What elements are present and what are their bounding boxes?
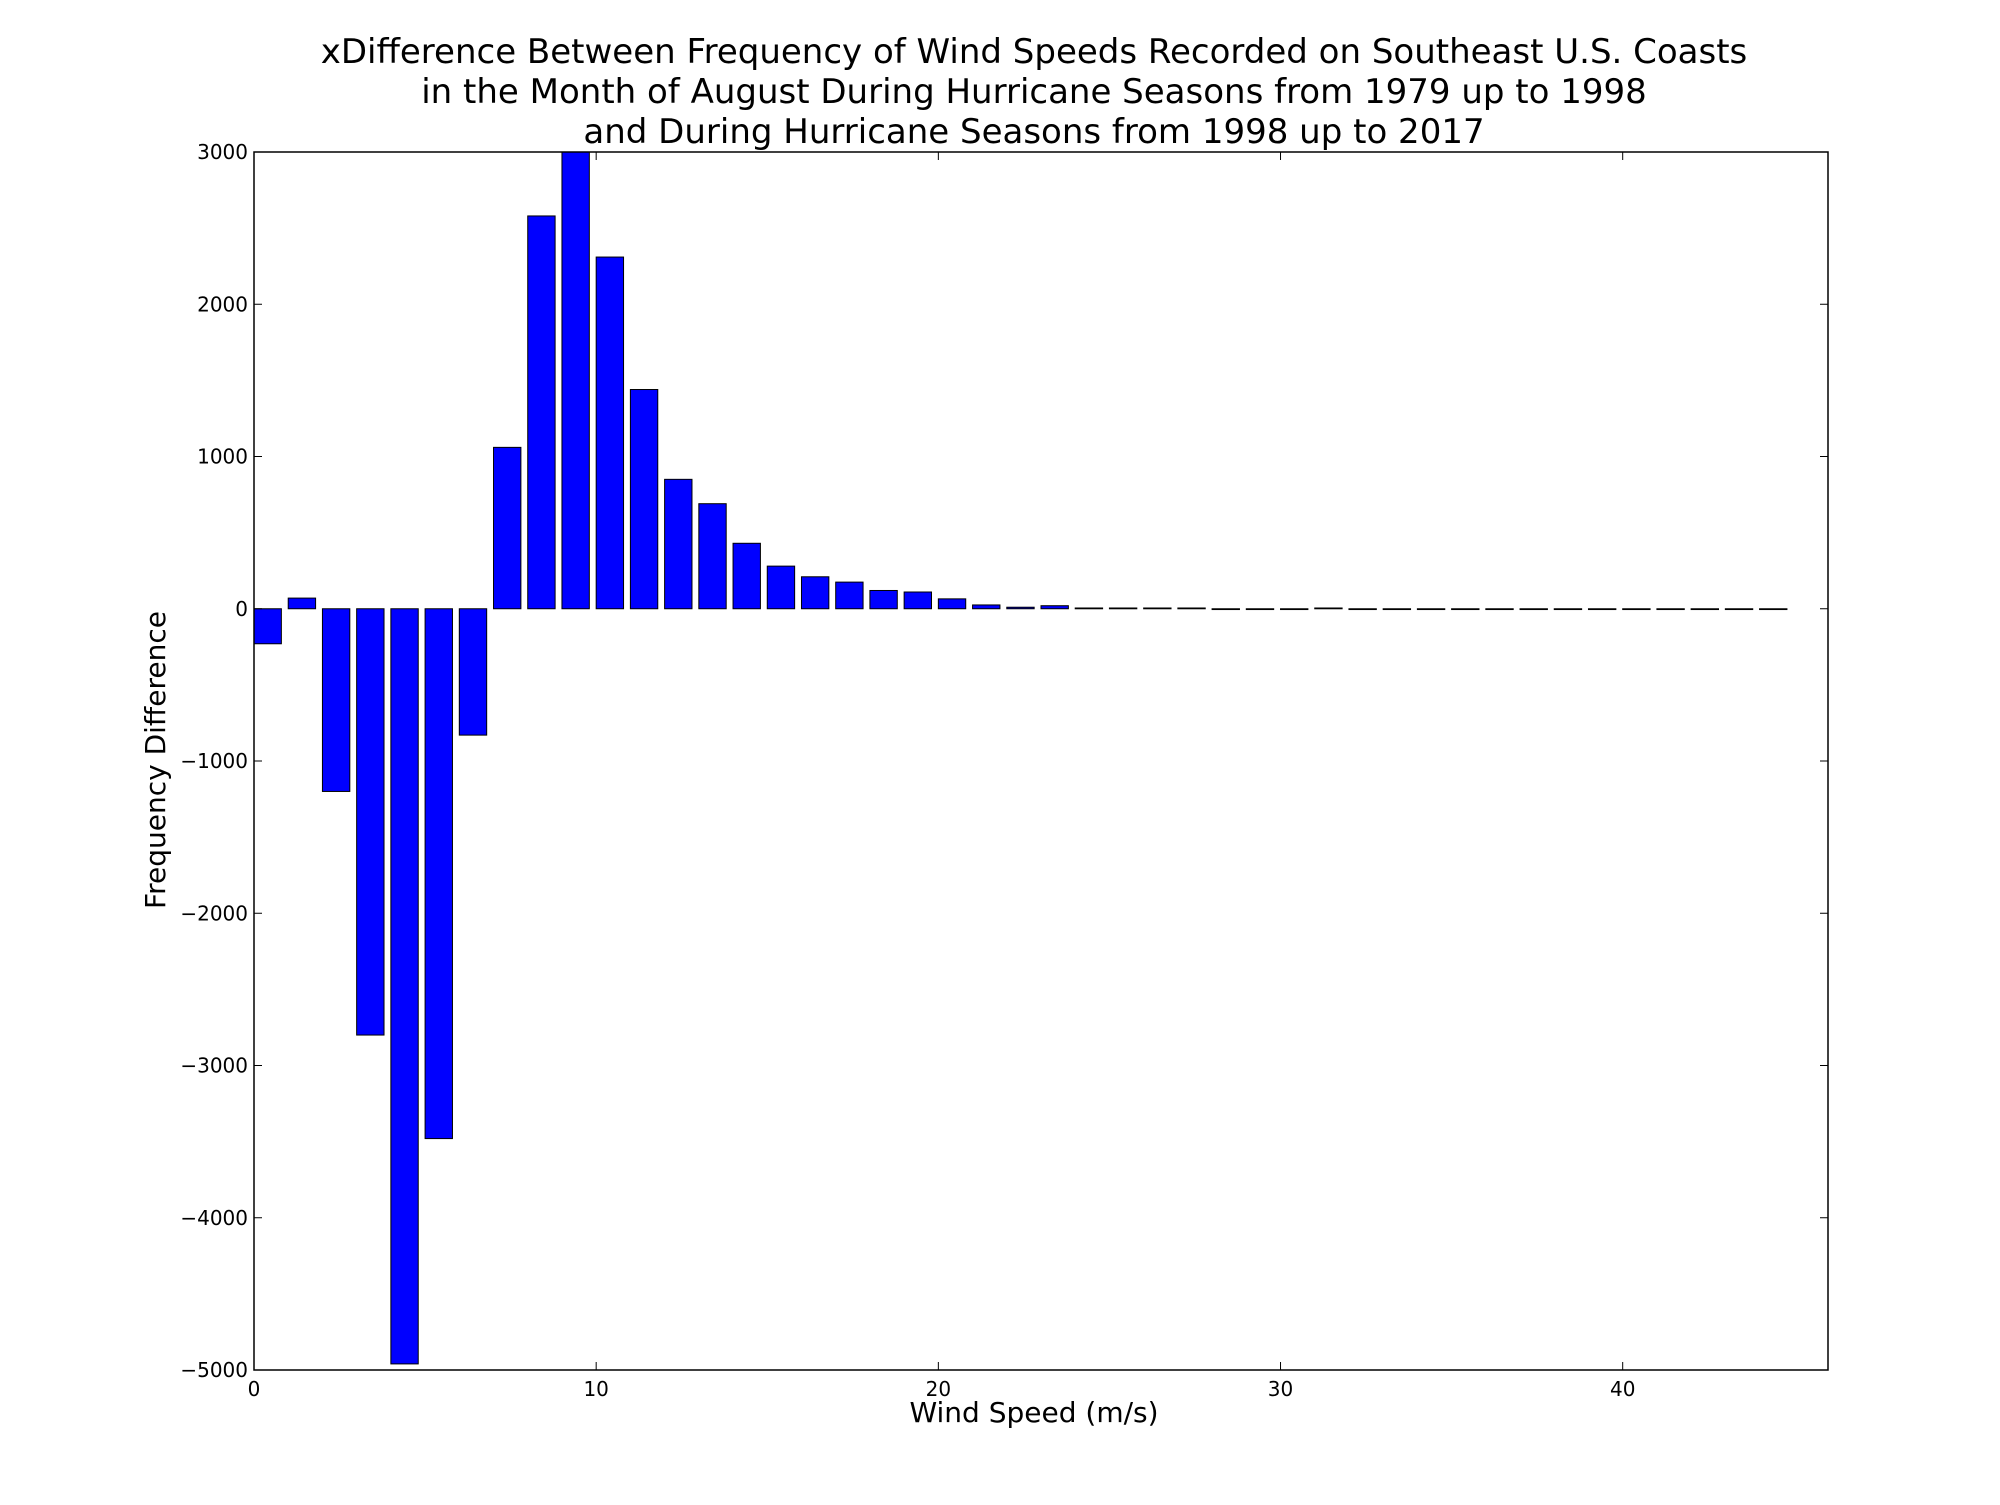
bar-19	[903, 591, 933, 610]
plot-frame	[253, 151, 1829, 1371]
x-tick-label-40: 40	[1610, 1377, 1635, 1401]
bar-12	[664, 478, 693, 610]
bar-42	[1690, 608, 1720, 611]
title-line-1: xDifference Between Frequency of Wind Sp…	[321, 32, 1748, 72]
x-tick-label-20: 20	[926, 1377, 951, 1401]
bar-24	[1074, 607, 1104, 610]
bar-14	[732, 542, 761, 610]
bar-20	[937, 598, 967, 610]
bar-34	[1416, 608, 1446, 611]
y-tick-label--3000: −3000	[180, 1054, 248, 1078]
bar-2	[321, 608, 351, 792]
bar-10	[595, 256, 625, 610]
ticks-group: 0 10 20 30 40 −5000 −4000 −3000 −2000 −1000 0 1000 2…	[180, 140, 1828, 1401]
bar-21	[972, 604, 1001, 610]
bar-39	[1587, 608, 1617, 611]
x-axis-label: Wind Speed (m/s)	[909, 1396, 1158, 1429]
x-tick-label-30: 30	[1268, 1377, 1293, 1401]
bar-31	[1314, 607, 1343, 610]
title-line-3: and During Hurricane Seasons from 1998 u…	[583, 112, 1484, 152]
y-tick-label-2000: 2000	[197, 292, 248, 316]
bar-11	[629, 389, 659, 610]
bar-26	[1143, 607, 1172, 610]
y-tick-label--4000: −4000	[180, 1206, 248, 1230]
bar-29	[1245, 608, 1275, 611]
bar-44	[1759, 608, 1788, 611]
y-axis-label: Frequency Difference	[139, 611, 172, 909]
bar-23	[1040, 605, 1069, 610]
bar-3	[356, 608, 385, 1036]
bar-28	[1211, 608, 1240, 611]
bar-38	[1553, 608, 1583, 611]
bar-5	[424, 608, 453, 1140]
bar-6	[458, 608, 488, 736]
chart-title: xDifference Between Frequency of Wind Sp…	[321, 32, 1748, 152]
bar-36	[1485, 608, 1514, 611]
title-line-2: in the Month of August During Hurricane …	[421, 72, 1647, 112]
bar-25	[1108, 607, 1138, 610]
y-tick-label-1000: 1000	[197, 445, 248, 469]
bar-30	[1280, 608, 1309, 611]
bar-4	[390, 608, 419, 1365]
bar-16	[800, 576, 830, 610]
bar-8	[527, 215, 556, 610]
bar-41	[1656, 608, 1685, 611]
bar-32	[1348, 608, 1377, 611]
bar-9	[561, 151, 590, 610]
bars-group	[253, 151, 1788, 1365]
bar-43	[1724, 608, 1754, 611]
bar-37	[1519, 608, 1548, 611]
bar-35	[1451, 608, 1480, 611]
y-tick-label-0: 0	[235, 597, 248, 621]
y-tick-label-3000: 3000	[197, 140, 248, 164]
bar-0	[253, 608, 282, 645]
x-tick-label-0: 0	[248, 1377, 261, 1401]
bar-15	[766, 565, 796, 610]
x-tick-label-10: 10	[583, 1377, 608, 1401]
y-tick-label--5000: −5000	[180, 1358, 248, 1382]
bar-22	[1006, 606, 1035, 610]
y-tick-label--1000: −1000	[180, 749, 248, 773]
bar-17	[835, 581, 864, 610]
bar-18	[869, 589, 898, 610]
bar-7	[493, 446, 522, 610]
y-tick-label--2000: −2000	[180, 901, 248, 925]
bar-40	[1622, 608, 1651, 611]
bar-33	[1382, 608, 1412, 611]
bar-1	[287, 597, 317, 610]
bar-13	[698, 503, 727, 610]
bar-27	[1177, 607, 1206, 610]
